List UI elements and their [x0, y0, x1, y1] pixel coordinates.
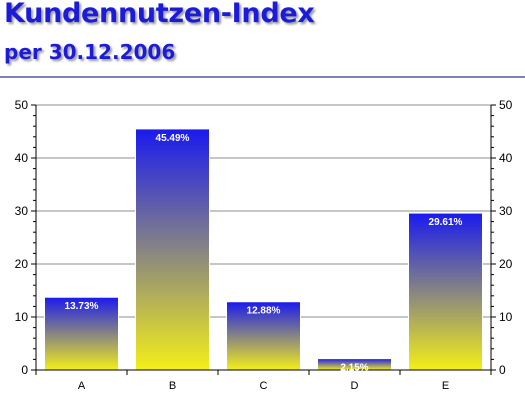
bars [44, 128, 483, 371]
data-label-e: 29.61% [429, 217, 463, 228]
labels: 0 0 10 10 20 20 30 30 40 40 50 50 13.73% A 45.49% B 12.8… [15, 98, 513, 392]
y-tick-label-right: 10 [499, 310, 513, 324]
y-tick-label-left: 10 [15, 310, 29, 324]
y-tick-label-left: 50 [15, 98, 29, 112]
y-tick-label-right: 30 [499, 204, 513, 218]
data-label-a: 13.73% [65, 301, 99, 312]
x-category-label-e: E [442, 380, 449, 392]
y-tick-label-left: 30 [15, 204, 29, 218]
data-label-c: 12.88% [247, 306, 281, 317]
y-tick-label-left: 20 [15, 257, 29, 271]
y-tick-label-right: 50 [499, 98, 513, 112]
y-tick-label-left: 40 [15, 151, 29, 165]
data-label-d: 2.15% [340, 363, 368, 374]
chart-title: Kundennutzen-Index [4, 0, 315, 29]
bar-b [135, 128, 210, 371]
x-category-label-d: D [351, 380, 359, 392]
chart-subtitle: per 30.12.2006 [4, 40, 176, 64]
y-tick-label-right: 40 [499, 151, 513, 165]
y-tick-label-right: 20 [499, 257, 513, 271]
data-label-b: 45.49% [156, 133, 190, 144]
y-tick-label-right: 0 [499, 363, 506, 377]
bar-a [44, 296, 119, 371]
x-category-label-b: B [169, 380, 176, 392]
y-tick-label-left: 0 [21, 363, 28, 377]
bar-c [226, 301, 301, 371]
x-category-label-a: A [78, 380, 86, 392]
title-divider [0, 76, 525, 78]
axes [31, 104, 496, 375]
bar-e [408, 212, 483, 371]
x-category-label-c: C [260, 380, 268, 392]
